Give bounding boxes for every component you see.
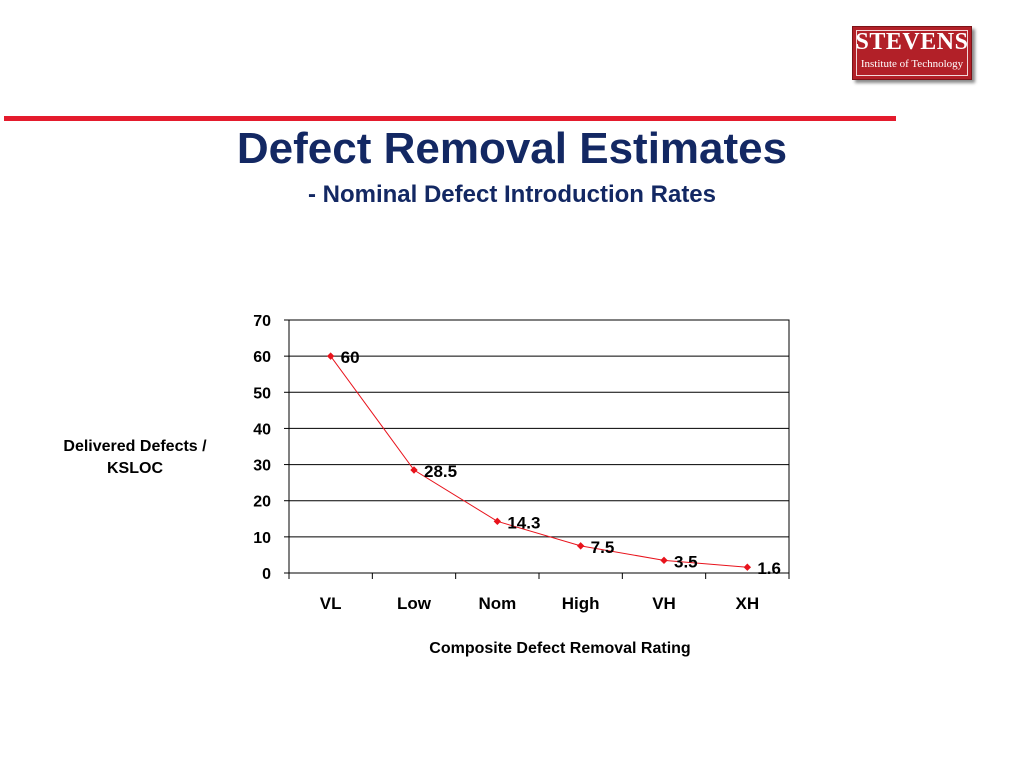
slide-subtitle: - Nominal Defect Introduction Rates	[307, 181, 717, 208]
data-label: 60	[341, 348, 360, 367]
y-tick-label: 70	[253, 313, 271, 330]
data-point	[576, 542, 585, 550]
y-tick-label: 30	[253, 458, 271, 475]
plot-area	[288, 319, 790, 574]
y-tick-label: 40	[253, 421, 271, 438]
data-point	[410, 466, 418, 474]
logo-frame	[856, 30, 968, 76]
y-tick-label: 60	[253, 349, 271, 366]
y-tick-label: 10	[253, 530, 271, 547]
data-label: 1.6	[757, 559, 781, 578]
y-tick-label: 50	[253, 385, 271, 402]
x-tick-label: High	[562, 594, 600, 613]
slide-title: Defect Removal Estimates	[236, 124, 788, 173]
x-tick-label: Nom	[478, 594, 516, 613]
x-axis-label: Composite Defect Removal Rating	[429, 640, 691, 657]
data-point	[743, 563, 752, 571]
data-point	[493, 517, 502, 526]
data-point	[326, 352, 335, 360]
series-line	[330, 355, 748, 568]
data-point	[660, 556, 668, 565]
y-axis-label: Delivered Defects / KSLOC	[63, 438, 207, 477]
x-tick-label: Low	[397, 594, 432, 613]
data-label: 28.5	[424, 462, 457, 481]
logo-subtitle: Institute of Technology	[860, 58, 964, 70]
data-label: 7.5	[591, 538, 615, 557]
stevens-logo: STEVENS Institute of Technology	[852, 26, 972, 80]
x-tick-label: VH	[652, 594, 676, 613]
x-tick-label: XH	[736, 594, 760, 613]
y-tick-label: 0	[262, 566, 271, 583]
y-tick-label: 20	[253, 494, 271, 511]
data-label: 14.3	[507, 513, 540, 532]
data-label: 3.5	[674, 552, 698, 571]
logo-name: STEVENS	[855, 29, 969, 55]
header-rule	[4, 116, 896, 121]
x-tick-label: VL	[320, 594, 342, 613]
